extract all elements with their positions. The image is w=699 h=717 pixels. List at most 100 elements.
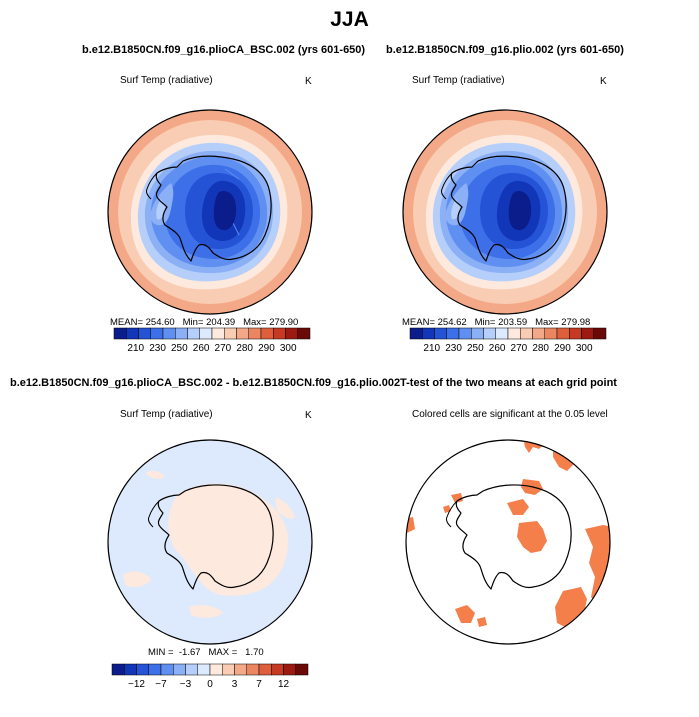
panel2-min-label: Min= — [474, 317, 496, 328]
panel2-min-value: 203.59 — [498, 317, 528, 328]
panel2-colorbar-tick-label: 280 — [532, 343, 549, 354]
panel2-colorbar-tick-label: 250 — [467, 343, 484, 354]
panel3-difference-map — [107, 439, 313, 645]
panel2-colorbar-swatch — [581, 327, 594, 340]
panel2-colorbar-tick-label: 260 — [489, 343, 506, 354]
panel1-variable-label: Surf Temp (radiative) — [120, 75, 213, 86]
panel3-colorbar-swatch — [136, 663, 149, 676]
panel1-colorbar-swatch — [297, 327, 311, 340]
panel3-colorbar-swatch — [271, 663, 284, 676]
panel1-colorbar-tick-label: 300 — [280, 343, 297, 354]
panel1-min-value: 204.39 — [206, 317, 236, 328]
panel3-colorbar-swatch — [111, 663, 125, 676]
panel2-colorbar-tick-label: 230 — [445, 343, 462, 354]
panel1-min-label: Min= — [182, 317, 204, 328]
panel2-colorbar-tick-label: 210 — [423, 343, 440, 354]
panel3-colorbar-swatch — [222, 663, 235, 676]
panel2-colorbar-swatch — [471, 327, 484, 340]
panel2-colorbar-tick-label: 290 — [554, 343, 571, 354]
panel2-colorbar-tick-label: 300 — [576, 343, 593, 354]
panel1-polar-map — [107, 109, 313, 315]
panel2-colorbar-swatch — [495, 327, 509, 340]
panel1-colorbar-swatch — [150, 327, 164, 340]
panel2-colorbar-swatch — [483, 327, 496, 340]
panel3-colorbar-swatch — [209, 663, 223, 676]
panel2-polar-map — [402, 109, 608, 315]
panel3-colorbar-swatch — [197, 663, 211, 676]
panel3-colorbar-swatch — [295, 663, 309, 676]
panel2-max-label: Max= — [535, 317, 559, 328]
panel3-colorbar-swatch — [148, 663, 162, 676]
panel1-max-value: 279.90 — [269, 317, 299, 328]
panel1-colorbar-tick-label: 250 — [171, 343, 188, 354]
panel3-colorbar-swatch — [258, 663, 272, 676]
panel2-colorbar-tick-label: 270 — [511, 343, 528, 354]
panel3-colorbar-tick-label: 3 — [232, 679, 238, 690]
panel2-colorbar-swatch — [556, 327, 570, 340]
panel1-colorbar-swatch — [211, 327, 225, 340]
panel3-colorbar-swatch — [173, 663, 186, 676]
panel2-stats: MEAN= 254.62 Min= 203.59 Max= 279.98 — [402, 317, 590, 328]
panel1-mean-value: 254.60 — [145, 317, 175, 328]
panel2-colorbar-swatch — [544, 327, 558, 340]
panel4-subtitle: Colored cells are significant at the 0.0… — [412, 409, 608, 420]
panel2-colorbar-swatch — [422, 327, 435, 340]
panel1-units-label: K — [305, 76, 312, 87]
panel1-colorbar-swatch — [260, 327, 274, 340]
panel3-colorbar-tick-label: −12 — [128, 679, 145, 690]
panel2-colorbar-swatch — [446, 327, 460, 340]
panel1-colorbar-tick-label: 230 — [149, 343, 166, 354]
panel2-case-title: b.e12.B1850CN.f09_g16.plio.002 (yrs 601-… — [386, 44, 624, 56]
panel1-colorbar-swatch — [273, 327, 286, 340]
panel3-colorbar-swatch — [234, 663, 247, 676]
panel1-colorbar-tick-label: 280 — [236, 343, 253, 354]
panel2-colorbar: 210 230 250 260 270 280 290 300 — [409, 327, 607, 354]
panel1-colorbar-swatch — [126, 327, 139, 340]
panel3-max-value: 1.70 — [245, 647, 264, 658]
panel2-units-label: K — [600, 76, 607, 87]
panel3-colorbar-swatch — [283, 663, 296, 676]
panel1-colorbar-swatch — [187, 327, 200, 340]
panel2-colorbar-swatch — [569, 327, 582, 340]
panel3-units-label: K — [305, 410, 312, 421]
panel3-case-title: b.e12.B1850CN.f09_g16.plioCA_BSC.002 - b… — [10, 377, 401, 389]
panel1-colorbar-swatch — [113, 327, 127, 340]
panel3-min-value: -1.67 — [178, 647, 201, 658]
panel1-colorbar-swatch — [162, 327, 176, 340]
panel3-min-label: MIN = — [148, 647, 174, 658]
panel1-colorbar-swatch — [138, 327, 151, 340]
panel1-colorbar: 210 230 250 260 270 280 290 300 — [113, 327, 311, 354]
panel1-colorbar-swatch — [236, 327, 249, 340]
panel1-colorbar-tick-label: 290 — [258, 343, 275, 354]
panel1-colorbar-tick-label: 260 — [193, 343, 210, 354]
panel2-max-value: 279.98 — [561, 317, 591, 328]
panel4-significance-map — [405, 439, 611, 645]
panel3-variable-label: Surf Temp (radiative) — [120, 409, 213, 420]
panel1-max-label: Max= — [243, 317, 267, 328]
panel2-colorbar-swatch — [593, 327, 607, 340]
panel3-colorbar-swatch — [246, 663, 260, 676]
panel3-colorbar-tick-label: 0 — [207, 679, 213, 690]
panel1-colorbar-swatch — [175, 327, 188, 340]
panel3-colorbar-swatch — [185, 663, 198, 676]
panel2-colorbar-swatch — [532, 327, 545, 340]
panel2-colorbar-swatch — [434, 327, 447, 340]
panel3-colorbar: −12 −7 −3 0 3 7 12 — [111, 663, 309, 690]
panel2-mean-value: 254.62 — [437, 317, 467, 328]
panel2-variable-label: Surf Temp (radiative) — [412, 75, 505, 86]
panel1-mean-label: MEAN= — [110, 317, 143, 328]
panel1-case-title: b.e12.B1850CN.f09_g16.plioCA_BSC.002 (yr… — [82, 44, 366, 56]
panel3-colorbar-swatch — [160, 663, 174, 676]
panel3-max-label: MAX = — [208, 647, 238, 658]
panel3-colorbar-swatch — [124, 663, 137, 676]
panel1-colorbar-swatch — [224, 327, 237, 340]
panel1-colorbar-swatch — [248, 327, 262, 340]
panel2-colorbar-swatch — [507, 327, 521, 340]
panel2-mean-label: MEAN= — [402, 317, 435, 328]
panel3-colorbar-tick-label: 7 — [256, 679, 262, 690]
page-title: JJA — [330, 8, 369, 31]
panel1-stats: MEAN= 254.60 Min= 204.39 Max= 279.90 — [110, 317, 298, 328]
panel2-colorbar-swatch — [409, 327, 423, 340]
panel3-colorbar-tick-label: −3 — [180, 679, 192, 690]
panel2-colorbar-swatch — [458, 327, 472, 340]
